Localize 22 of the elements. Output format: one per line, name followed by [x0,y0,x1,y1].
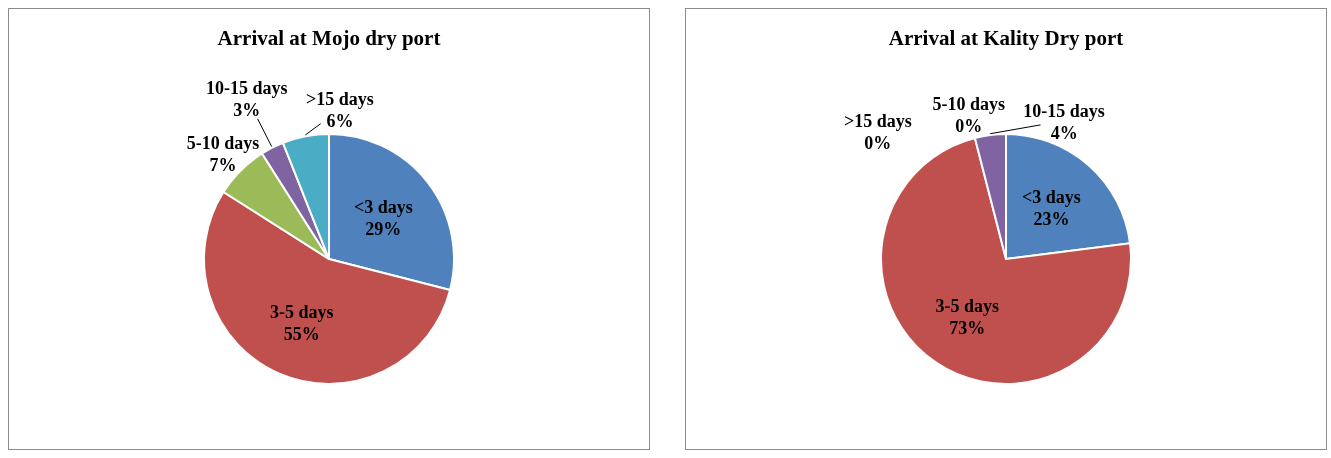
data-label: 7% [209,154,237,175]
data-label: 23% [1033,209,1070,230]
chart-title: Arrival at Kality Dry port [888,26,1124,50]
slice-label: 3-5 days [935,295,1000,316]
data-label: 4% [1050,122,1078,143]
text: 0% [955,115,983,136]
data-label: 73% [949,317,986,338]
slice-label: >15 days [306,89,374,110]
slice-label: <3 days [353,196,413,217]
chart-title: Arrival at Mojo dry port [217,26,441,50]
text: 0% [864,132,892,153]
category-label: 5-10 days [932,93,1005,114]
slice-label: <3 days [1022,187,1081,208]
slice-label: 3-5 days [269,302,334,323]
slice-label: 10-15 days [205,77,288,98]
slice-label: 5-10 days [186,132,260,153]
slice-label: 10-15 days [1023,100,1105,121]
data-label: 3% [233,99,261,120]
data-label: 29% [365,218,402,239]
data-label: 6% [326,111,354,132]
category-label: >15 days [843,110,912,131]
data-label: 55% [283,324,320,345]
